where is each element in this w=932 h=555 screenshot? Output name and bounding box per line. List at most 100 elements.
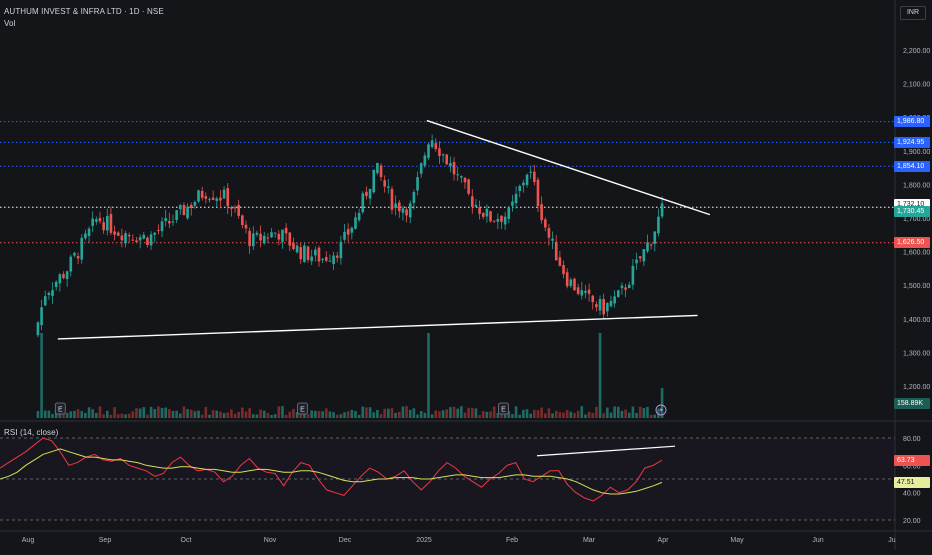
volume-bar: [324, 408, 328, 418]
candle-body: [511, 201, 514, 206]
candle-body: [558, 257, 562, 266]
candle-body: [569, 279, 573, 286]
candle-body: [525, 174, 529, 185]
volume-bar: [379, 414, 383, 418]
volume-bar: [492, 406, 496, 418]
candle-body: [602, 299, 605, 315]
candle-body: [175, 210, 178, 220]
candle-body: [65, 271, 69, 280]
candle-body: [208, 199, 211, 201]
volume-bar: [463, 412, 467, 418]
volume-bar: [43, 410, 47, 418]
candle-body: [332, 255, 335, 265]
candle-body: [554, 241, 558, 261]
volume-bar: [649, 414, 653, 418]
volume-bar: [87, 407, 91, 418]
candle-body: [91, 218, 94, 226]
candle-body: [646, 242, 649, 252]
candle-body: [606, 303, 609, 312]
rsi-tag: 63.73: [894, 454, 930, 466]
candle-body: [350, 227, 354, 233]
volume-bar: [525, 409, 529, 418]
candle-body: [40, 307, 43, 326]
volume-bar: [657, 408, 660, 418]
candle-body: [434, 143, 438, 149]
candle-body: [47, 292, 51, 296]
candle-body: [62, 274, 65, 279]
volume-bar: [460, 406, 463, 418]
candle-body: [522, 182, 525, 186]
volume-bar: [171, 411, 175, 418]
volume-bar: [401, 406, 405, 418]
volume-bar: [131, 411, 135, 418]
volume-bar: [361, 406, 365, 418]
candle-body: [124, 233, 127, 244]
volume-bar: [343, 412, 346, 418]
candle-body: [226, 188, 230, 206]
candle-body: [489, 211, 492, 222]
candle-body: [171, 221, 175, 223]
volume-bar: [540, 407, 543, 418]
candle-body: [73, 252, 76, 256]
volume-bar: [233, 413, 237, 418]
volume-bar: [503, 411, 507, 418]
volume-bar: [248, 408, 251, 418]
candle-body: [481, 213, 485, 217]
candle-body: [427, 144, 430, 158]
candles: [36, 134, 664, 338]
candle-body: [587, 289, 591, 294]
candle-body: [635, 259, 638, 264]
candle-body: [390, 188, 394, 210]
volume-bar: [441, 410, 445, 418]
volume-bar: [646, 406, 649, 418]
volume-bar: [84, 412, 87, 418]
volume-bar: [189, 409, 193, 418]
volume-bar: [76, 409, 80, 418]
candle-body: [262, 235, 266, 244]
volume-bar: [138, 408, 142, 418]
candle-body: [452, 161, 456, 175]
candle-body: [613, 296, 616, 304]
candle-body: [518, 185, 522, 192]
y-tick-label: 1,700.00: [903, 216, 930, 223]
volume-bar: [419, 411, 423, 418]
trendline-support: [57, 314, 698, 340]
volume-bar: [507, 411, 511, 418]
candle-body: [609, 300, 613, 307]
volume-bar: [251, 414, 255, 418]
candle-body: [146, 237, 149, 245]
volume-bar: [157, 406, 160, 418]
candle-body: [383, 180, 386, 187]
volume-bar: [98, 406, 102, 418]
volume-bar: [116, 414, 120, 418]
volume-bar: [40, 333, 43, 418]
candle-body: [540, 204, 543, 221]
volume-bar: [226, 412, 230, 418]
candle-body: [273, 232, 277, 234]
volume-bar: [397, 411, 401, 418]
volume-bar: [51, 413, 54, 418]
volume-bar: [372, 412, 376, 418]
candle-body: [533, 171, 536, 182]
x-tick-label: May: [730, 537, 744, 544]
candle-body: [423, 155, 427, 166]
x-tick-label: Feb: [506, 537, 518, 544]
volume-bar: [124, 414, 127, 418]
candle-body: [580, 290, 584, 296]
volume-bar: [273, 414, 277, 418]
volume-bar: [332, 412, 335, 418]
volume-bar: [175, 410, 178, 418]
volume-bar: [303, 413, 306, 418]
candle-body: [328, 260, 332, 262]
volume-bar: [259, 409, 262, 418]
currency-button[interactable]: INR: [900, 6, 926, 20]
candle-body: [470, 196, 474, 207]
volume-bar: [339, 414, 343, 418]
volume-bar: [554, 410, 558, 418]
price-tag: 1,854.10: [894, 160, 930, 172]
earnings-label: E: [58, 407, 63, 414]
candle-body: [496, 218, 500, 222]
volume-bar: [536, 410, 540, 418]
